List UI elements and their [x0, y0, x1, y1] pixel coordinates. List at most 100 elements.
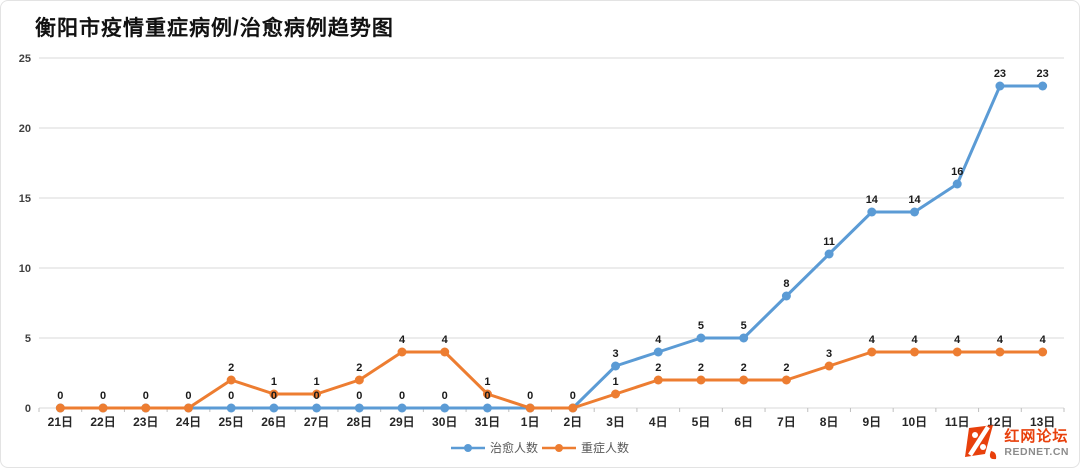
data-label: 0	[185, 390, 191, 402]
x-tick-label: 30日	[432, 415, 457, 429]
data-point	[440, 347, 450, 357]
data-point	[611, 389, 621, 399]
data-point	[910, 347, 920, 357]
data-label: 4	[1040, 334, 1047, 346]
data-label: 5	[698, 320, 704, 332]
data-label: 0	[570, 390, 576, 402]
series-治愈人数	[55, 81, 1048, 413]
data-label: 0	[57, 390, 63, 402]
x-tick-label: 5日	[692, 415, 711, 429]
data-label: 4	[399, 334, 406, 346]
data-point	[525, 403, 535, 413]
data-label: 0	[442, 390, 448, 402]
x-tick-label: 23日	[133, 415, 158, 429]
data-point	[183, 403, 193, 413]
series-重症人数	[55, 347, 1048, 413]
data-point	[226, 403, 236, 413]
data-point	[397, 403, 407, 413]
data-label: 4	[869, 334, 876, 346]
data-label: 3	[826, 348, 832, 360]
data-label: 1	[613, 376, 619, 388]
x-tick-label: 22日	[90, 415, 115, 429]
data-label: 4	[442, 334, 449, 346]
y-tick-label: 15	[19, 193, 31, 205]
data-label: 4	[954, 334, 961, 346]
rednet-logo-icon	[965, 425, 997, 460]
x-tick-label: 3日	[606, 415, 625, 429]
data-label: 2	[356, 362, 362, 374]
data-label: 0	[399, 390, 405, 402]
x-tick-label: 31日	[475, 415, 500, 429]
x-tick-label: 29日	[389, 415, 414, 429]
data-label: 2	[228, 362, 234, 374]
data-point	[824, 249, 834, 259]
data-label: 4	[997, 334, 1004, 346]
data-label: 0	[271, 390, 277, 402]
data-point	[568, 403, 578, 413]
data-point	[55, 403, 65, 413]
data-point	[482, 403, 492, 413]
data-point	[397, 347, 407, 357]
data-label: 4	[655, 334, 662, 346]
data-point	[141, 403, 151, 413]
data-point	[226, 375, 236, 385]
data-point	[781, 375, 791, 385]
x-tick-label: 2日	[564, 415, 583, 429]
y-tick-label: 25	[19, 53, 31, 65]
data-label: 14	[908, 194, 921, 206]
data-point	[739, 333, 749, 343]
data-point	[269, 403, 279, 413]
data-point	[739, 375, 749, 385]
x-tick-label: 8日	[820, 415, 839, 429]
rednet-watermark: 红网论坛 REDNET.CN	[964, 424, 1069, 462]
data-label: 4	[911, 334, 918, 346]
data-point	[781, 291, 791, 301]
data-point	[696, 375, 706, 385]
data-point	[867, 207, 877, 217]
data-label: 0	[356, 390, 362, 402]
data-label: 2	[655, 362, 661, 374]
data-label: 2	[741, 362, 747, 374]
y-tick-label: 5	[25, 333, 31, 345]
data-label: 0	[527, 390, 533, 402]
x-tick-label: 4日	[649, 415, 668, 429]
data-label: 2	[698, 362, 704, 374]
data-label: 5	[741, 320, 747, 332]
x-axis-labels: 21日 22日 23日 24日 25日 26日 27日 28日 29日 30日 31日 1日 2日 3日 4…	[48, 415, 1056, 429]
x-tick-label: 12日	[987, 415, 1012, 429]
x-tick-label: 21日	[48, 415, 73, 429]
data-point	[312, 403, 322, 413]
data-point	[1038, 81, 1048, 91]
data-point	[1038, 347, 1048, 357]
data-point	[653, 347, 663, 357]
data-point	[910, 207, 920, 217]
data-point	[482, 389, 492, 399]
y-tick-label: 0	[25, 403, 31, 415]
data-label: 14	[866, 194, 879, 206]
x-tick-label: 1日	[521, 415, 540, 429]
data-point	[867, 347, 877, 357]
x-tick-label: 11日	[945, 415, 970, 429]
x-tick-label: 28日	[347, 415, 372, 429]
data-label: 23	[994, 68, 1006, 80]
x-tick-label: 7日	[777, 415, 796, 429]
rednet-text: 红网论坛 REDNET.CN	[1004, 428, 1069, 457]
data-label: 0	[100, 390, 106, 402]
data-label: 0	[228, 390, 234, 402]
data-point	[696, 333, 706, 343]
x-tick-label: 6日	[734, 415, 753, 429]
x-tick-label: 10日	[902, 415, 927, 429]
data-point	[269, 389, 279, 399]
data-label: 23	[1037, 68, 1049, 80]
y-tick-label: 20	[19, 123, 31, 135]
data-point	[354, 375, 364, 385]
rednet-domain: REDNET.CN	[1004, 445, 1069, 458]
data-point	[354, 403, 364, 413]
rednet-brand: 红网论坛	[1004, 428, 1069, 446]
data-label: 0	[314, 390, 320, 402]
data-label: 11	[823, 236, 835, 248]
data-label: 16	[951, 166, 963, 178]
